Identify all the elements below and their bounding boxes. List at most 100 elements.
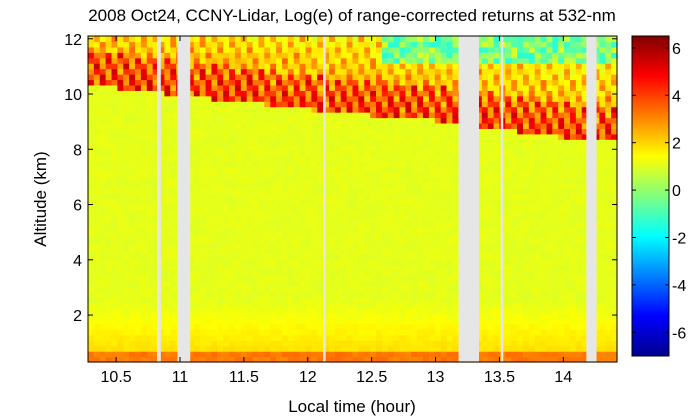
heatmap-cell bbox=[170, 209, 177, 216]
heatmap-cell bbox=[346, 177, 354, 184]
heatmap-cell bbox=[170, 226, 177, 233]
heatmap-cell bbox=[287, 79, 295, 86]
heatmap-cell bbox=[346, 90, 354, 97]
heatmap-cell bbox=[293, 112, 301, 119]
heatmap-cell bbox=[258, 340, 265, 347]
heatmap-cell bbox=[475, 356, 483, 363]
heatmap-cell bbox=[423, 329, 430, 336]
heatmap-cell bbox=[99, 171, 107, 178]
heatmap-cell bbox=[370, 215, 377, 222]
heatmap-cell bbox=[211, 247, 218, 254]
heatmap-cell bbox=[328, 177, 336, 184]
heatmap-cell bbox=[423, 171, 430, 178]
heatmap-cell bbox=[170, 106, 177, 113]
heatmap-cell bbox=[111, 199, 118, 206]
heatmap-cell bbox=[223, 269, 230, 276]
heatmap-cell bbox=[129, 340, 136, 347]
heatmap-cell bbox=[334, 356, 342, 363]
heatmap-cell bbox=[223, 144, 230, 151]
heatmap-cell bbox=[546, 57, 553, 64]
heatmap-cell bbox=[399, 269, 406, 276]
heatmap-cell bbox=[493, 356, 501, 363]
heatmap-cell bbox=[129, 356, 136, 363]
heatmap-cell bbox=[240, 258, 248, 265]
heatmap-cell bbox=[135, 177, 142, 184]
heatmap-cell bbox=[393, 323, 401, 330]
heatmap-cell bbox=[569, 291, 577, 298]
heatmap-cell bbox=[340, 220, 348, 227]
heatmap-cell bbox=[229, 177, 236, 184]
heatmap-cell bbox=[199, 204, 207, 211]
heatmap-cell bbox=[575, 356, 583, 363]
heatmap-cell bbox=[540, 231, 548, 238]
heatmap-cell bbox=[111, 133, 118, 140]
heatmap-cell bbox=[552, 117, 559, 124]
heatmap-cell bbox=[481, 182, 489, 189]
heatmap-cell bbox=[534, 46, 542, 53]
heatmap-cell bbox=[164, 79, 171, 86]
heatmap-cell bbox=[411, 122, 418, 129]
heatmap-cell bbox=[293, 84, 301, 91]
heatmap-cell bbox=[487, 106, 495, 113]
heatmap-cell bbox=[270, 334, 277, 341]
heatmap-cell bbox=[475, 133, 483, 140]
heatmap-cell bbox=[505, 95, 512, 102]
heatmap-cell bbox=[528, 313, 536, 320]
heatmap-cell bbox=[381, 52, 389, 59]
heatmap-cell bbox=[135, 36, 142, 43]
heatmap-cell bbox=[340, 74, 348, 81]
heatmap-cell bbox=[323, 79, 330, 86]
heatmap-cell bbox=[170, 253, 177, 260]
heatmap-cell bbox=[170, 264, 177, 271]
heatmap-cell bbox=[505, 133, 512, 140]
heatmap-cell bbox=[117, 188, 124, 195]
heatmap-cell bbox=[569, 313, 577, 320]
heatmap-cell bbox=[317, 166, 324, 173]
heatmap-cell bbox=[252, 247, 260, 254]
heatmap-cell bbox=[276, 334, 283, 341]
heatmap-cell bbox=[528, 84, 536, 91]
heatmap-cell bbox=[287, 242, 295, 249]
heatmap-cell bbox=[569, 160, 577, 167]
heatmap-cell bbox=[111, 340, 118, 347]
heatmap-cell bbox=[258, 84, 265, 91]
heatmap-cell bbox=[352, 84, 359, 91]
heatmap-cell bbox=[346, 139, 354, 146]
heatmap-cell bbox=[252, 122, 260, 129]
heatmap-cell bbox=[123, 193, 130, 200]
heatmap-cell bbox=[370, 160, 377, 167]
heatmap-cell bbox=[569, 199, 577, 206]
heatmap-cell bbox=[240, 171, 248, 178]
heatmap-cell bbox=[505, 112, 512, 119]
heatmap-cell bbox=[552, 95, 559, 102]
heatmap-cell bbox=[293, 57, 301, 64]
heatmap-cell bbox=[93, 155, 101, 162]
heatmap-cell bbox=[317, 313, 324, 320]
heatmap-cell bbox=[135, 193, 142, 200]
heatmap-cell bbox=[528, 133, 536, 140]
heatmap-cell bbox=[346, 166, 354, 173]
heatmap-cell bbox=[511, 36, 518, 43]
heatmap-cell bbox=[417, 90, 424, 97]
heatmap-cell bbox=[552, 122, 559, 129]
heatmap-cell bbox=[240, 296, 248, 303]
heatmap-cell bbox=[299, 215, 307, 222]
heatmap-cell bbox=[229, 323, 236, 330]
heatmap-cell bbox=[381, 95, 389, 102]
heatmap-cell bbox=[281, 128, 289, 135]
heatmap-cell bbox=[264, 247, 271, 254]
heatmap-cell bbox=[152, 160, 160, 167]
heatmap-cell bbox=[223, 215, 230, 222]
heatmap-cell bbox=[552, 160, 559, 167]
heatmap-cell bbox=[323, 139, 330, 146]
heatmap-cell bbox=[217, 345, 224, 352]
heatmap-cell bbox=[405, 90, 412, 97]
heatmap-cell bbox=[234, 193, 242, 200]
heatmap-cell bbox=[187, 356, 195, 363]
heatmap-cell bbox=[158, 95, 166, 102]
heatmap-cell bbox=[522, 106, 530, 113]
heatmap-cell bbox=[164, 204, 171, 211]
heatmap-cell bbox=[558, 269, 565, 276]
heatmap-cell bbox=[117, 296, 124, 303]
heatmap-cell bbox=[217, 46, 224, 53]
